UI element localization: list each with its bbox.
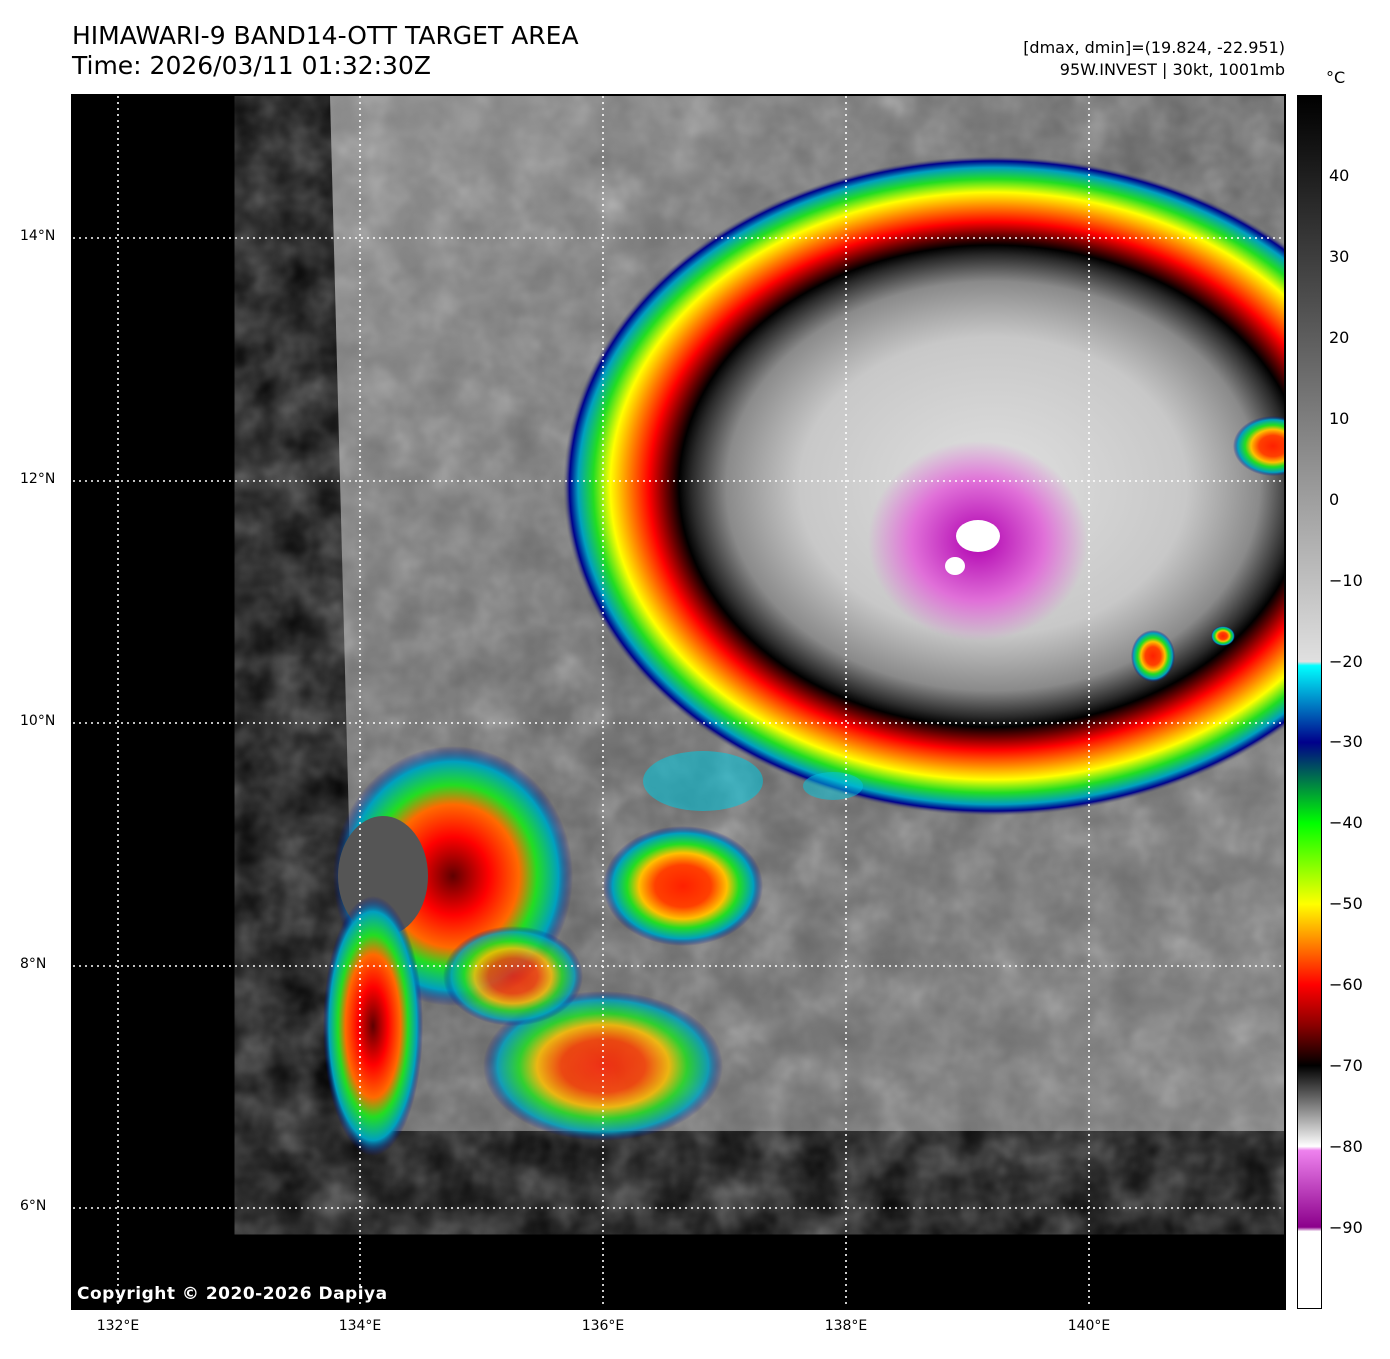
lat-label-8n: 8°N	[20, 956, 47, 972]
satellite-imagery	[73, 96, 1284, 1308]
colorbar-tick: 30	[1329, 246, 1350, 266]
dmax-dmin-text: [dmax, dmin]=(19.824, -22.951)	[1023, 38, 1285, 57]
lon-label-138e: 138°E	[824, 1318, 868, 1334]
central-convection	[603, 826, 763, 946]
colorbar-tick: −60	[1329, 975, 1363, 995]
colorbar-tick: 10	[1329, 408, 1350, 428]
lon-label-132e: 132°E	[96, 1318, 140, 1334]
colorbar-tick: −90	[1329, 1218, 1363, 1238]
colorbar-tick: −50	[1329, 894, 1363, 914]
colorbar-tick: −20	[1329, 651, 1363, 671]
copyright-text: Copyright © 2020-2026 Dapiya	[77, 1284, 388, 1304]
colorbar-tick: −40	[1329, 813, 1363, 833]
colorbar-tick: −30	[1329, 732, 1363, 752]
colorbar-unit: °C	[1326, 68, 1346, 87]
lat-label-6n: 6°N	[20, 1198, 47, 1214]
colorbar	[1297, 95, 1322, 1309]
colorbar-tick: −80	[1329, 1137, 1363, 1157]
lat-label-12n: 12°N	[20, 471, 56, 487]
storm-cdo	[563, 156, 1284, 816]
lat-label-10n: 10°N	[20, 713, 56, 729]
title-line1: HIMAWARI-9 BAND14-OTT TARGET AREA	[72, 21, 579, 50]
graticule	[73, 96, 1284, 1308]
colorbar-tick: 40	[1329, 165, 1350, 185]
colorbar-tick: −70	[1329, 1056, 1363, 1076]
lon-label-134e: 134°E	[338, 1318, 382, 1334]
storm-info-text: 95W.INVEST | 30kt, 1001mb	[1059, 60, 1285, 79]
east-convection	[1233, 416, 1284, 476]
satellite-map	[71, 94, 1286, 1310]
title-line2: Time: 2026/03/11 01:32:30Z	[72, 51, 431, 80]
lat-label-14n: 14°N	[20, 228, 56, 244]
lon-label-136e: 136°E	[581, 1318, 625, 1334]
colorbar-tick: −10	[1329, 570, 1363, 590]
colorbar-tick: 0	[1329, 489, 1340, 509]
lon-label-140e: 140°E	[1067, 1318, 1111, 1334]
colorbar-tick: 20	[1329, 327, 1350, 347]
